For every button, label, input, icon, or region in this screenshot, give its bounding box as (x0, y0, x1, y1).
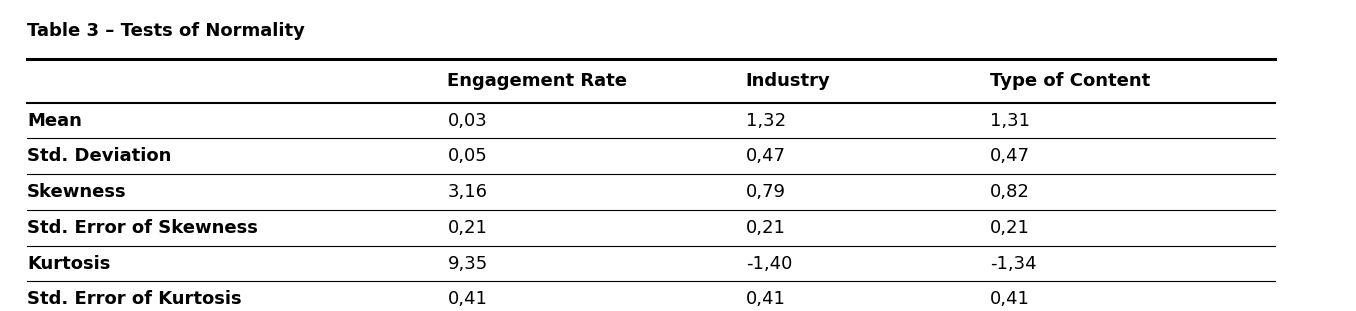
Text: 0,79: 0,79 (746, 183, 785, 201)
Text: Engagement Rate: Engagement Rate (447, 72, 628, 90)
Text: Industry: Industry (746, 72, 830, 90)
Text: 0,82: 0,82 (990, 183, 1029, 201)
Text: Mean: Mean (27, 112, 81, 129)
Text: 9,35: 9,35 (447, 255, 488, 272)
Text: 3,16: 3,16 (447, 183, 487, 201)
Text: 0,41: 0,41 (990, 290, 1029, 308)
Text: 0,47: 0,47 (746, 147, 785, 165)
Text: Std. Deviation: Std. Deviation (27, 147, 171, 165)
Text: -1,40: -1,40 (746, 255, 792, 272)
Text: Std. Error of Skewness: Std. Error of Skewness (27, 219, 258, 237)
Text: Std. Error of Kurtosis: Std. Error of Kurtosis (27, 290, 241, 308)
Text: 1,32: 1,32 (746, 112, 786, 129)
Text: Skewness: Skewness (27, 183, 126, 201)
Text: 0,21: 0,21 (447, 219, 487, 237)
Text: 0,21: 0,21 (990, 219, 1029, 237)
Text: Kurtosis: Kurtosis (27, 255, 110, 272)
Text: 0,47: 0,47 (990, 147, 1029, 165)
Text: Table 3 – Tests of Normality: Table 3 – Tests of Normality (27, 22, 305, 40)
Text: 0,03: 0,03 (447, 112, 487, 129)
Text: 1,31: 1,31 (990, 112, 1029, 129)
Text: 0,05: 0,05 (447, 147, 487, 165)
Text: 0,41: 0,41 (447, 290, 487, 308)
Text: 0,41: 0,41 (746, 290, 785, 308)
Text: Type of Content: Type of Content (990, 72, 1150, 90)
Text: -1,34: -1,34 (990, 255, 1036, 272)
Text: 0,21: 0,21 (746, 219, 785, 237)
